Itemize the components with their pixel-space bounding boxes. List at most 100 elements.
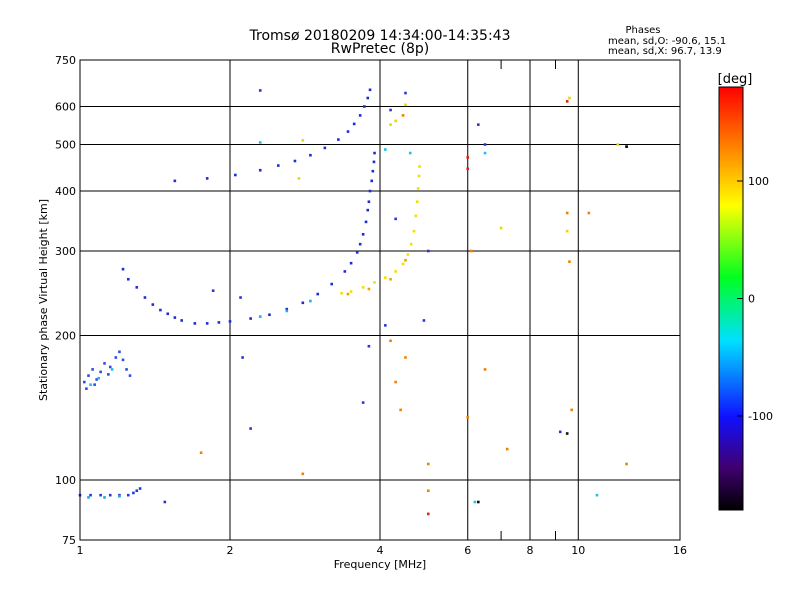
data-point	[616, 143, 620, 146]
data-point	[82, 380, 86, 384]
data-point	[394, 380, 397, 384]
data-point	[466, 416, 470, 419]
data-point	[426, 249, 430, 253]
data-point	[361, 401, 365, 404]
data-point	[85, 387, 88, 390]
data-point	[205, 177, 209, 180]
data-point	[228, 320, 232, 323]
data-point	[406, 253, 410, 256]
x-tick-label: 6	[464, 544, 471, 557]
data-point	[372, 160, 376, 164]
data-point	[87, 374, 90, 377]
data-point	[477, 500, 480, 504]
data-point	[125, 368, 128, 371]
data-point	[121, 358, 125, 362]
data-point	[301, 301, 305, 305]
data-point	[110, 368, 114, 371]
data-point	[505, 447, 509, 451]
data-point	[466, 156, 470, 159]
data-point	[499, 226, 503, 230]
data-point	[132, 491, 135, 495]
data-point	[151, 303, 155, 306]
data-point	[258, 168, 262, 172]
data-point	[417, 174, 421, 178]
chart-subtitle: RwPretec (8p)	[331, 41, 429, 57]
data-point	[107, 373, 110, 376]
data-point	[565, 229, 569, 233]
y-tick-label: 75	[62, 534, 76, 547]
data-point	[565, 432, 569, 435]
data-point	[89, 383, 92, 386]
data-point	[394, 270, 397, 273]
data-point	[389, 108, 392, 112]
stats-line-o: mean, sd,O: -90.6, 15.1	[608, 36, 726, 47]
data-point	[404, 356, 407, 359]
data-point	[234, 173, 237, 177]
data-point	[301, 139, 305, 142]
data-point	[241, 356, 244, 359]
data-point	[404, 103, 407, 107]
data-point	[558, 430, 562, 434]
x-tick-label: 8	[527, 544, 534, 557]
data-point	[404, 258, 407, 262]
data-point	[362, 105, 366, 108]
data-point	[159, 308, 162, 312]
data-point	[180, 319, 184, 322]
data-point	[309, 299, 312, 303]
data-point	[340, 291, 343, 295]
data-point	[126, 277, 130, 281]
x-tick-label: 2	[227, 544, 234, 557]
x-tick-label: 16	[673, 544, 687, 557]
data-point	[166, 312, 170, 316]
data-point	[389, 123, 392, 126]
data-point	[466, 167, 470, 171]
data-point	[316, 292, 320, 296]
data-point	[358, 114, 362, 117]
data-point	[301, 472, 305, 476]
data-point	[384, 148, 387, 151]
data-point	[211, 289, 215, 292]
colorbar-label: [deg]	[718, 72, 753, 87]
data-point	[258, 141, 262, 144]
data-point	[366, 208, 370, 212]
data-point	[135, 286, 139, 289]
data-point	[346, 130, 350, 133]
data-point	[337, 138, 340, 141]
data-point	[121, 267, 125, 271]
data-point	[89, 493, 92, 497]
data-point	[595, 493, 599, 497]
data-point	[570, 408, 573, 412]
data-point	[91, 368, 94, 371]
data-point	[470, 249, 473, 253]
data-point	[394, 119, 397, 123]
y-tick-label: 400	[55, 185, 76, 198]
data-point	[401, 262, 405, 266]
data-point	[276, 164, 280, 167]
data-point	[346, 292, 350, 296]
y-tick-label: 200	[55, 330, 76, 343]
data-point	[361, 233, 365, 236]
data-point	[163, 500, 167, 504]
data-point	[330, 282, 334, 286]
data-point	[93, 383, 96, 386]
data-point	[565, 211, 569, 215]
data-point	[258, 89, 262, 92]
data-point	[399, 408, 402, 412]
y-tick-label: 750	[55, 54, 76, 67]
data-point	[367, 344, 371, 348]
data-point	[285, 309, 289, 313]
plot-frame	[79, 59, 681, 541]
data-point	[285, 307, 289, 311]
grid-lines	[80, 60, 680, 540]
x-tick-label: 1	[77, 544, 84, 557]
y-tick-label: 500	[55, 139, 76, 152]
data-point	[309, 153, 312, 157]
data-point	[404, 91, 407, 95]
data-point	[483, 143, 487, 146]
data-point	[361, 286, 365, 289]
data-point	[568, 260, 571, 264]
data-point	[384, 276, 387, 279]
data-point	[349, 261, 353, 265]
data-point	[414, 214, 418, 218]
data-point	[128, 374, 132, 377]
